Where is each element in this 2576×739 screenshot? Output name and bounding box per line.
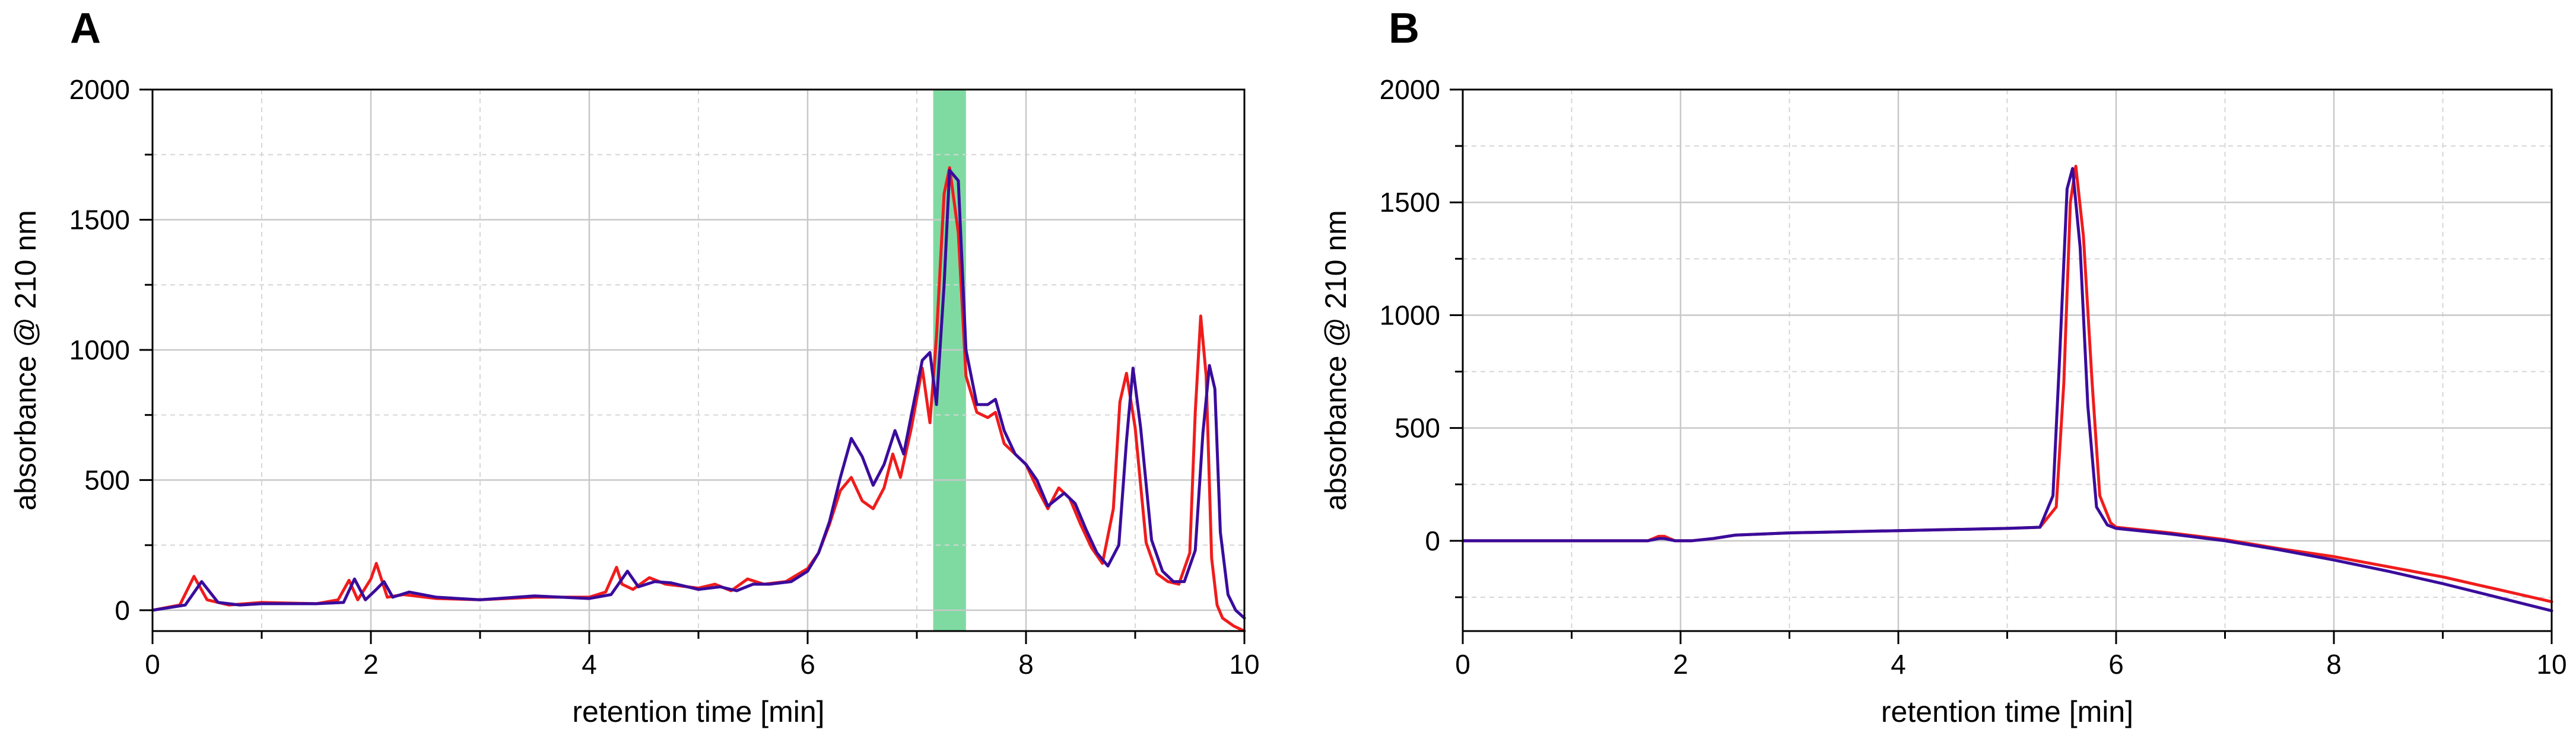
x-tick-label: 2 (1673, 649, 1688, 680)
y-axis-label: absorbance @ 210 nm (1319, 210, 1352, 511)
panel-b: B 0 2 4 6 8 10 0 500 1000 1500 2000 retention time … (1319, 5, 2567, 728)
x-tick-label: 0 (1455, 649, 1470, 680)
x-tick-label: 8 (1018, 649, 1034, 680)
series-line-blue (1461, 167, 2553, 613)
x-tick-label: 10 (1229, 649, 1259, 680)
x-tick-label: 0 (145, 649, 160, 680)
panel-a-letter: A (70, 5, 101, 52)
x-axis-label: retention time [min] (572, 695, 824, 728)
y-tick-label: 1500 (1380, 187, 1440, 218)
y-tick-label: 1000 (1380, 300, 1440, 330)
x-tick-label: 2 (363, 649, 379, 680)
y-tick-label: 0 (1425, 525, 1440, 556)
y-tick-label: 2000 (69, 74, 130, 105)
y-axis-label: absorbance @ 210 nm (9, 210, 42, 511)
y-tick-label: 500 (1395, 413, 1440, 444)
panel-a: A 0 2 4 6 8 10 0 500 1000 1500 2000 retention time … (9, 5, 1260, 728)
x-tick-label: 10 (2536, 649, 2567, 680)
y-tick-label: 1500 (69, 204, 130, 235)
x-tick-label: 4 (1891, 649, 1906, 680)
x-tick-label: 8 (2326, 649, 2342, 680)
series-line-blue (151, 168, 1246, 620)
y-tick-label: 0 (115, 595, 130, 626)
x-tick-label: 6 (2108, 649, 2124, 680)
x-tick-label: 6 (800, 649, 815, 680)
y-tick-label: 2000 (1380, 74, 1440, 105)
panel-b-letter: B (1389, 5, 1419, 52)
x-tick-label: 4 (582, 649, 597, 680)
y-tick-label: 500 (84, 464, 130, 495)
y-tick-label: 1000 (69, 335, 130, 365)
x-axis-label: retention time [min] (1881, 695, 2133, 728)
